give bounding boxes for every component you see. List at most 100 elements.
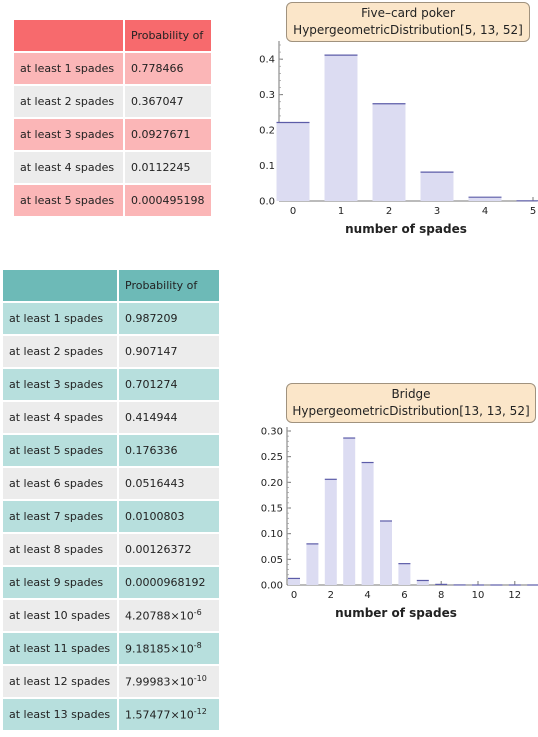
bridge-row: at least 11 spades 9.18185×10-8 <box>3 633 219 664</box>
poker-row: at least 2 spades 0.367047 <box>14 86 211 117</box>
bridge-row-value: 0.176336 <box>119 435 219 466</box>
bridge-chart-subtitle: HypergeometricDistribution[13, 13, 52] <box>292 404 530 418</box>
y-tick-label: 0.1 <box>259 161 275 172</box>
bridge-row-value: 9.18185×10-8 <box>119 633 219 664</box>
bridge-row-label: at least 3 spades <box>3 369 117 400</box>
bridge-row-label: at least 12 spades <box>3 666 117 697</box>
y-tick-label: 0.15 <box>261 504 283 515</box>
x-tick-label: 3 <box>434 206 440 217</box>
y-tick-label: 0.30 <box>261 427 283 438</box>
bridge-row-value-times: ×10 <box>170 642 194 656</box>
poker-row: at least 4 spades 0.0112245 <box>14 152 211 183</box>
x-tick-label: 8 <box>438 590 444 601</box>
x-axis-label: number of spades <box>335 606 457 620</box>
bridge-row-value-mantissa: 4.20788 <box>125 609 171 623</box>
bridge-row: at least 13 spades 1.57477×10-12 <box>3 699 219 730</box>
bridge-row-label: at least 11 spades <box>3 633 117 664</box>
poker-row-value: 0.367047 <box>125 86 211 117</box>
bridge-row-value: 0.0100803 <box>119 501 219 532</box>
poker-row-value-mantissa: 0.367047 <box>131 95 184 108</box>
poker-chart-subtitle: HypergeometricDistribution[5, 13, 52] <box>293 23 523 37</box>
bridge-row-label: at least 2 spades <box>3 336 117 367</box>
poker-row: at least 3 spades 0.0927671 <box>14 119 211 150</box>
bridge-row-value-exponent: -12 <box>193 707 207 717</box>
poker-chart: 0.0 0.1 0.2 0.3 0.4 0 1 2 3 4 5 number of spades <box>259 41 538 236</box>
y-tick-label: 0.0 <box>259 197 275 208</box>
poker-row-value: 0.000495198 <box>125 185 211 216</box>
bridge-row-value: 0.0000968192 <box>119 567 219 598</box>
bar <box>324 479 337 585</box>
bridge-row: at least 6 spades 0.0516443 <box>3 468 219 499</box>
poker-row-label: at least 4 spades <box>14 152 123 183</box>
poker-header-row: Probability of <box>14 20 211 51</box>
poker-row-label: at least 2 spades <box>14 86 123 117</box>
poker-row-label: at least 1 spades <box>14 53 123 84</box>
bridge-row: at least 2 spades 0.907147 <box>3 336 219 367</box>
bridge-row: at least 1 spades 0.987209 <box>3 303 219 334</box>
y-tick-label: 0.2 <box>259 126 275 137</box>
bridge-row-value: 0.907147 <box>119 336 219 367</box>
bridge-row-value-exponent: -10 <box>193 674 207 684</box>
bridge-row: at least 3 spades 0.701274 <box>3 369 219 400</box>
bridge-probability-table: Probability of at least 1 spades 0.987209 a… <box>1 268 221 732</box>
bar <box>324 55 358 201</box>
x-tick-label: 4 <box>364 590 370 601</box>
bridge-row-label: at least 5 spades <box>3 435 117 466</box>
poker-probability-table: Probability of at least 1 spades 0.778466 a… <box>12 18 213 218</box>
bar <box>276 122 310 201</box>
poker-row-value: 0.0112245 <box>125 152 211 183</box>
poker-header-cell: Probability of <box>125 20 211 51</box>
poker-row-value-mantissa: 0.778466 <box>131 62 184 75</box>
bridge-row-value: 4.20788×10-6 <box>119 600 219 631</box>
bar <box>288 578 300 585</box>
bridge-row-value-times: ×10 <box>170 708 194 722</box>
bridge-row-label: at least 13 spades <box>3 699 117 730</box>
bridge-row: at least 9 spades 0.0000968192 <box>3 567 219 598</box>
poker-header-blank-cell <box>14 20 123 51</box>
poker-row-value: 0.0927671 <box>125 119 211 150</box>
x-tick-label: 0 <box>291 590 297 601</box>
poker-row-value-mantissa: 0.000495198 <box>131 194 205 207</box>
bridge-row-value-mantissa: 0.176336 <box>125 444 178 457</box>
bridge-row-value-mantissa: 0.0100803 <box>125 510 185 523</box>
bridge-row-label: at least 7 spades <box>3 501 117 532</box>
bridge-header-cell: Probability of <box>119 270 219 301</box>
bar <box>380 520 392 585</box>
bridge-title-box: Bridge HypergeometricDistribution[13, 13… <box>286 383 536 423</box>
poker-row-label: at least 5 spades <box>14 185 123 216</box>
bridge-row: at least 12 spades 7.99983×10-10 <box>3 666 219 697</box>
bridge-row-value-mantissa: 0.987209 <box>125 312 178 325</box>
bar <box>420 172 454 201</box>
x-tick-label: 2 <box>386 206 392 217</box>
bridge-row-value-mantissa: 7.99983 <box>125 675 171 689</box>
bridge-row-value: 1.57477×10-12 <box>119 699 219 730</box>
bar <box>372 103 406 201</box>
bridge-row-value: 0.987209 <box>119 303 219 334</box>
bar <box>343 438 356 585</box>
poker-title-box: Five–card poker HypergeometricDistributi… <box>286 2 530 42</box>
x-tick-label: 0 <box>290 206 296 217</box>
bridge-header-blank-cell <box>3 270 117 301</box>
x-tick-label: 2 <box>328 590 334 601</box>
y-tick-label: 0.20 <box>261 478 283 489</box>
bridge-row-value: 0.701274 <box>119 369 219 400</box>
y-tick-label: 0.10 <box>261 529 283 540</box>
poker-row-value-mantissa: 0.0927671 <box>131 128 191 141</box>
bridge-row: at least 8 spades 0.00126372 <box>3 534 219 565</box>
bridge-row-value: 0.0516443 <box>119 468 219 499</box>
poker-row: at least 1 spades 0.778466 <box>14 53 211 84</box>
y-tick-label: 0.00 <box>261 581 283 592</box>
y-tick-label: 0.05 <box>261 555 283 566</box>
x-tick-label: 10 <box>472 590 485 601</box>
x-tick-label: 1 <box>338 206 344 217</box>
bridge-row-value-mantissa: 0.907147 <box>125 345 178 358</box>
bridge-row-value-mantissa: 0.414944 <box>125 411 178 424</box>
bridge-row-value-exponent: -8 <box>193 641 202 651</box>
bridge-row-value-times: ×10 <box>170 609 194 623</box>
poker-row-value-mantissa: 0.0112245 <box>131 161 191 174</box>
bridge-row-label: at least 9 spades <box>3 567 117 598</box>
bridge-row-value: 0.00126372 <box>119 534 219 565</box>
bridge-row: at least 4 spades 0.414944 <box>3 402 219 433</box>
bridge-row-value-mantissa: 1.57477 <box>125 708 171 722</box>
bridge-row-value: 7.99983×10-10 <box>119 666 219 697</box>
